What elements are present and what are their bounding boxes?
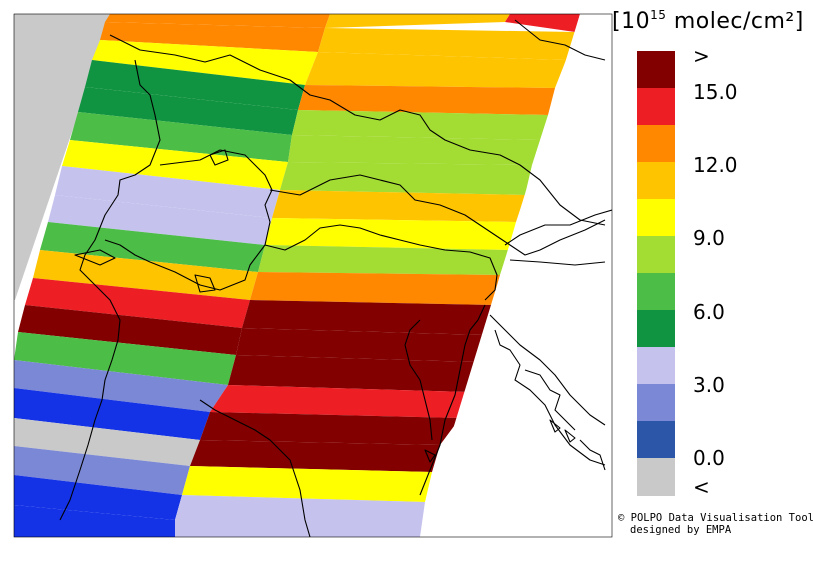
unit-prefix: [10	[612, 9, 651, 34]
colorbar-swatch	[637, 458, 675, 496]
border-line	[74, 249, 116, 266]
swath-cell	[14, 388, 210, 440]
swath-cell	[190, 440, 440, 472]
border-line	[59, 59, 161, 521]
swath-cell	[210, 385, 468, 418]
swath-cell	[33, 250, 258, 300]
border-line	[199, 399, 311, 537]
swath-cell	[265, 218, 516, 250]
border-line	[209, 149, 229, 166]
border-line	[504, 209, 612, 246]
credit-line: designed by EMPA	[630, 524, 732, 536]
colorbar-swatch	[637, 51, 675, 89]
swath-cell	[14, 360, 228, 412]
swath-cell	[228, 355, 476, 392]
border-line	[524, 369, 576, 431]
colorbar-tick-label: 12.0	[693, 153, 738, 177]
colorbar-swatch	[637, 162, 675, 200]
border-line	[564, 429, 576, 443]
swath-cell	[105, 14, 330, 28]
swath-cell	[100, 22, 325, 52]
swath-cell	[62, 140, 288, 190]
swath-cell	[298, 85, 555, 115]
border-line	[509, 259, 606, 266]
colorbar-tick-label: 9.0	[693, 226, 725, 250]
swath-cell	[78, 87, 298, 135]
colorbar-under-label: <	[693, 475, 710, 499]
swath-cell	[55, 166, 280, 218]
swath-pixels	[14, 14, 580, 537]
swath-cell	[280, 162, 532, 195]
unit-exponent: 15	[650, 8, 667, 22]
swath-cell	[70, 112, 292, 162]
map-borders	[59, 19, 612, 537]
swath-cell	[258, 245, 508, 275]
swath-cell	[182, 466, 432, 502]
colorbar-swatch	[637, 199, 675, 237]
colorbar-tick-label: 15.0	[693, 80, 738, 104]
swath-cell	[325, 14, 510, 28]
colorbar-swatch	[637, 236, 675, 274]
swath-cell	[40, 222, 265, 272]
colorbar-over-label: >	[693, 44, 710, 68]
swath-cell	[175, 495, 425, 537]
swath-cell	[14, 475, 182, 520]
credit-line: © POLPO Data Visualisation Tool	[618, 512, 813, 524]
border-line	[549, 419, 561, 433]
swath-cell	[292, 110, 548, 140]
swath-cell	[14, 418, 200, 466]
swath-cell	[305, 52, 566, 88]
border-line	[404, 319, 433, 441]
swath-cell	[85, 60, 305, 110]
swath-cell	[48, 195, 272, 245]
swath-cell	[14, 332, 236, 385]
colorbar	[637, 51, 675, 496]
border-line	[194, 274, 216, 293]
swath-cell	[18, 305, 242, 355]
border-line	[489, 314, 606, 426]
swath-cell	[14, 446, 190, 495]
border-line	[109, 34, 606, 226]
colorbar-tick-label: 3.0	[693, 373, 725, 397]
colorbar-unit-label: [1015 molec/cm²]	[612, 8, 804, 34]
colorbar-swatch	[637, 384, 675, 422]
border-line	[579, 439, 606, 471]
swath-cell	[242, 300, 492, 335]
colorbar-swatch	[637, 88, 675, 126]
border-line	[264, 224, 498, 301]
colorbar-swatch	[637, 421, 675, 459]
swath-cell	[25, 278, 250, 328]
swath-cell	[318, 28, 575, 60]
colorbar-swatch	[637, 273, 675, 311]
colorbar-tick-label: 6.0	[693, 300, 725, 324]
border-line	[514, 19, 606, 61]
colorbar-swatch	[637, 125, 675, 163]
colorbar-tick-label: 0.0	[693, 446, 725, 470]
colorbar-swatch	[637, 310, 675, 348]
swath-cell	[288, 135, 540, 165]
border-line	[424, 449, 436, 463]
border-line	[104, 149, 273, 291]
swath-cell	[505, 14, 580, 32]
colorbar-swatch	[637, 347, 675, 385]
swath-cell	[272, 190, 525, 222]
border-line	[269, 174, 606, 256]
border-line	[419, 304, 486, 496]
unit-suffix: molec/cm²]	[666, 9, 804, 34]
swath-cell	[236, 328, 484, 362]
border-line	[494, 329, 606, 466]
swath-cell	[14, 505, 175, 537]
swath-cell	[250, 272, 500, 305]
map-frame	[13, 13, 613, 538]
